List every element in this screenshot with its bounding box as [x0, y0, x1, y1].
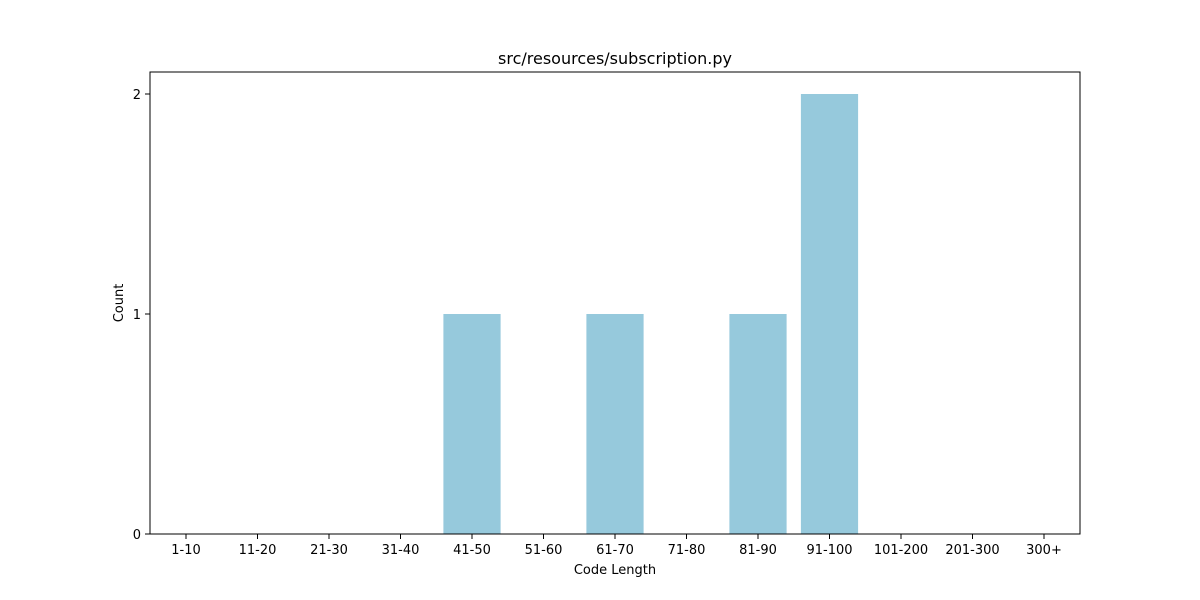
- x-tick-label: 201-300: [945, 543, 999, 558]
- bar-91-100: [800, 94, 859, 534]
- x-tick-label: 11-20: [239, 543, 277, 558]
- x-tick-label: 1-10: [171, 543, 201, 558]
- x-tick-label: 300+: [1026, 543, 1062, 558]
- plot-area: [443, 94, 859, 534]
- x-tick-label: 91-100: [806, 543, 852, 558]
- chart-title: src/resources/subscription.py: [498, 49, 732, 68]
- y-tick-label: 1: [133, 308, 141, 323]
- x-tick-label: 21-30: [310, 543, 348, 558]
- bar-81-90: [729, 314, 787, 534]
- x-tick-label: 101-200: [874, 543, 928, 558]
- x-axis-label: Code Length: [574, 563, 656, 578]
- bar-61-70: [586, 314, 644, 534]
- x-tick-label: 41-50: [453, 543, 491, 558]
- x-tick-label: 61-70: [596, 543, 634, 558]
- x-tick-label: 51-60: [525, 543, 563, 558]
- x-tick-label: 31-40: [382, 543, 420, 558]
- x-tick-label: 81-90: [739, 543, 777, 558]
- y-tick-label: 0: [133, 528, 141, 543]
- y-axis: 0 1 2: [133, 88, 150, 543]
- x-axis: 1-10 11-20 21-30 31-40 41-50 51-60 61-70 71-80 8…: [171, 534, 1062, 558]
- y-tick-label: 2: [133, 88, 141, 103]
- y-axis-label: Count: [112, 284, 127, 323]
- x-tick-label: 71-80: [668, 543, 706, 558]
- bar-41-50: [443, 314, 501, 534]
